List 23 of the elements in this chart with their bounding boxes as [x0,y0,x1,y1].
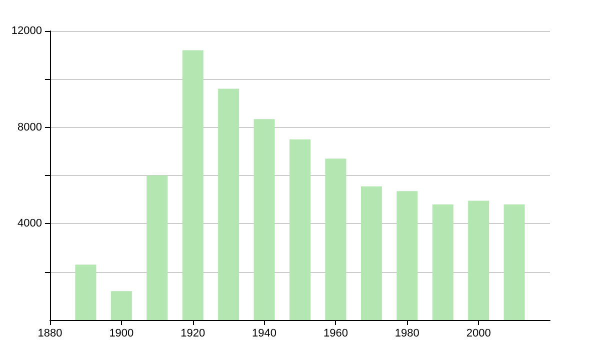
x-tick-label: 1880 [38,328,62,340]
bar [290,139,310,320]
bar [504,204,525,320]
bar [432,204,454,320]
y-tick-label: 12000 [11,25,42,37]
bar [254,119,275,320]
y-tick-label: 4000 [18,218,42,230]
bar [325,158,346,320]
bar [110,291,132,320]
bar [218,88,240,320]
x-tick-label: 1920 [180,328,206,340]
x-tick-label: 1960 [323,328,348,340]
y-tick-label: 8000 [18,121,42,134]
x-tick-label: 1980 [394,328,420,340]
bar [468,200,490,320]
bar [75,264,96,320]
bar [396,191,418,320]
x-tick-label: 1940 [252,328,277,340]
x-tick-label: 1900 [109,328,134,340]
x-tick-label: 2000 [466,328,491,340]
bar [182,50,204,320]
bar [360,186,382,320]
bar [146,176,168,320]
